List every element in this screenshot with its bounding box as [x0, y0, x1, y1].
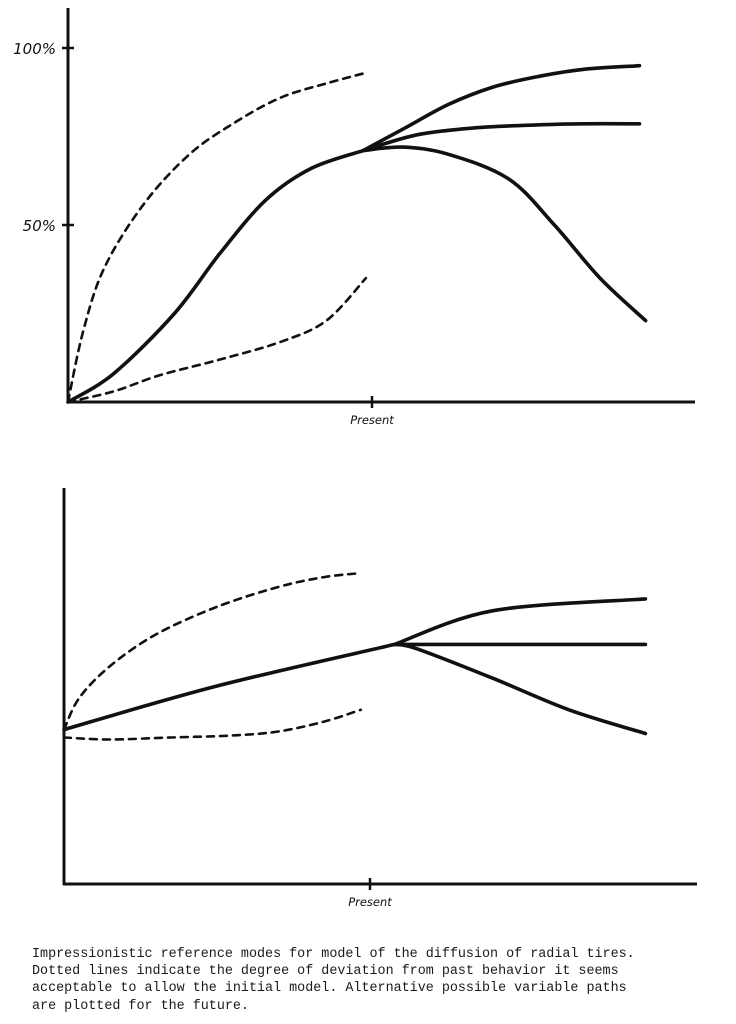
dashed-series-5	[62, 708, 363, 741]
solid-series-0	[62, 642, 397, 732]
x-tick-label: Present	[350, 413, 394, 427]
solid-series-3	[361, 145, 648, 323]
figure: 100% 50% Present Present	[13, 8, 697, 909]
solid-series-1	[392, 597, 648, 647]
figure-caption: Impressionistic reference modes for mode…	[32, 947, 635, 1014]
lower-chart: Present	[62, 488, 697, 909]
upper-chart: 100% 50% Present	[13, 8, 695, 427]
y-tick-label: 100%	[13, 40, 56, 58]
dashed-series-4	[66, 71, 368, 404]
solid-series-3	[392, 642, 648, 736]
solid-series-2	[361, 121, 642, 153]
solid-series-0	[66, 148, 365, 404]
solid-series-1	[361, 63, 642, 153]
x-tick-label: Present	[348, 895, 392, 909]
dashed-series-5	[66, 276, 368, 404]
dashed-series-4	[62, 571, 363, 731]
y-tick-label: 50%	[23, 217, 56, 235]
